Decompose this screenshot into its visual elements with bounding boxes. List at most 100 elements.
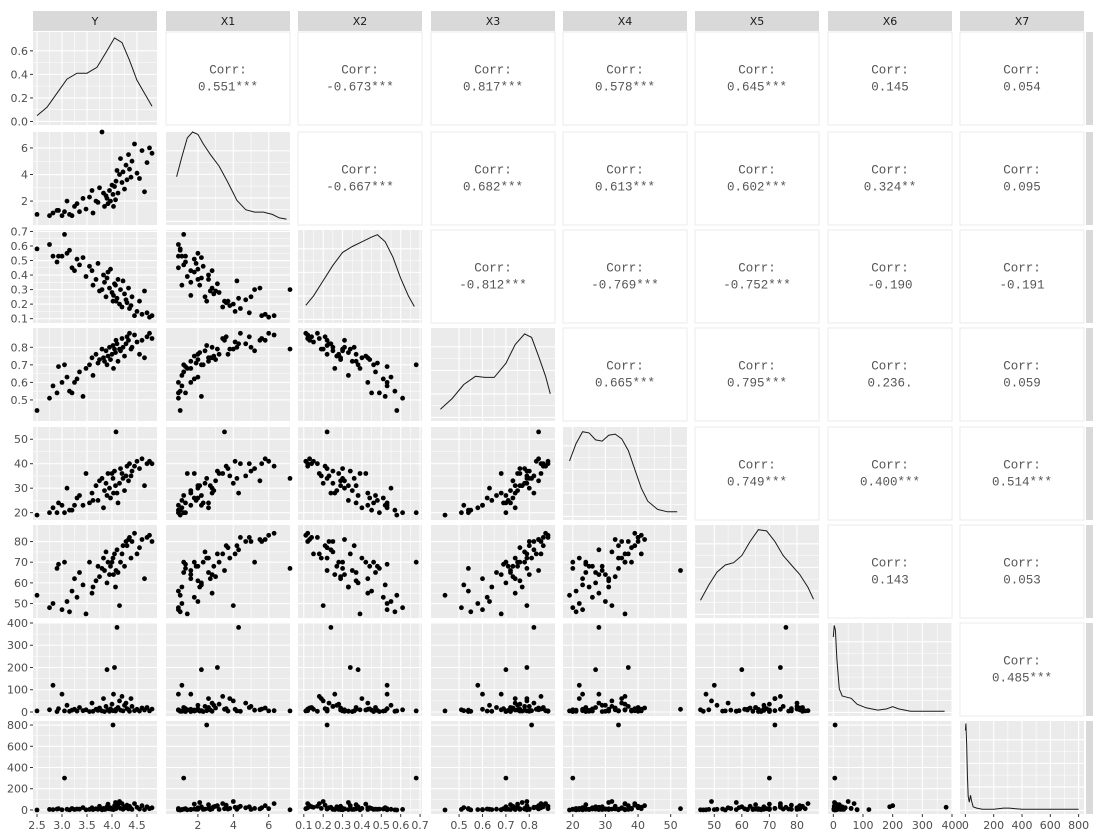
data-point	[227, 696, 233, 701]
data-point	[197, 282, 203, 288]
row-strip	[1086, 623, 1093, 716]
data-point	[570, 775, 576, 781]
data-point	[854, 807, 860, 812]
data-point	[144, 334, 150, 340]
data-point	[195, 266, 201, 272]
panel-background	[828, 623, 952, 716]
data-point	[890, 803, 896, 809]
data-point	[394, 592, 400, 598]
panel-background	[694, 131, 820, 226]
data-point	[590, 563, 595, 569]
data-point	[220, 304, 226, 310]
data-point	[126, 152, 131, 158]
data-point	[698, 707, 703, 713]
data-point	[384, 364, 390, 369]
y-tick-label: 0.6	[11, 240, 29, 253]
data-point	[609, 603, 615, 608]
y-tick-label: 70	[14, 556, 28, 569]
data-point	[50, 383, 56, 389]
data-point	[468, 609, 474, 615]
data-point	[363, 801, 369, 807]
data-point	[359, 355, 365, 361]
data-point	[489, 807, 495, 812]
data-point	[227, 555, 233, 561]
data-point	[287, 476, 293, 481]
data-point	[97, 185, 102, 191]
data-point	[209, 572, 215, 577]
data-point	[112, 468, 117, 474]
data-point	[177, 592, 183, 598]
data-point	[232, 804, 238, 810]
y-tick-label: 0.6	[11, 45, 29, 58]
data-point	[139, 148, 145, 154]
data-point	[318, 555, 324, 561]
panel-X4-X3	[431, 427, 555, 520]
data-point	[334, 702, 340, 708]
data-point	[215, 346, 220, 352]
data-point	[230, 603, 236, 608]
panel-background	[562, 229, 688, 324]
data-point	[498, 490, 504, 496]
panel-X5-X4	[563, 525, 687, 618]
corr-panel-Y-X7: Corr: 0.054	[959, 31, 1085, 126]
y-tick-label: 0.3	[11, 284, 29, 297]
panel-X3-X1	[166, 328, 293, 421]
data-point	[200, 559, 206, 565]
data-point	[538, 706, 544, 712]
data-point	[149, 461, 155, 467]
data-point	[47, 395, 52, 401]
data-point	[576, 696, 582, 701]
data-point	[318, 806, 324, 811]
data-point	[195, 578, 201, 584]
panel-background	[827, 426, 953, 521]
data-point	[330, 807, 336, 812]
x-tick-label: 200	[882, 819, 903, 832]
data-point	[129, 468, 135, 474]
data-point	[503, 775, 509, 781]
data-point	[392, 388, 398, 394]
data-point	[330, 344, 336, 350]
data-point	[206, 500, 211, 506]
data-point	[382, 805, 388, 810]
data-point	[34, 708, 40, 714]
data-point	[123, 700, 129, 706]
data-point	[330, 704, 336, 709]
data-point	[232, 706, 238, 712]
panel-X4-Y	[33, 427, 157, 520]
data-point	[105, 353, 111, 359]
data-point	[248, 468, 254, 474]
corr-panel-Y-X3: Corr: 0.817***	[430, 31, 556, 126]
panel-background	[297, 31, 423, 126]
data-point	[111, 204, 116, 209]
data-point	[526, 539, 532, 544]
data-point	[215, 665, 220, 670]
data-point	[510, 563, 516, 569]
panel-X6-Y	[33, 622, 157, 716]
data-point	[380, 376, 386, 382]
data-point	[413, 559, 419, 565]
data-point	[767, 707, 772, 713]
data-point	[87, 263, 92, 269]
data-point	[522, 704, 527, 709]
data-point	[802, 708, 808, 714]
data-point	[619, 539, 625, 544]
data-point	[570, 566, 576, 571]
data-point	[573, 609, 579, 615]
data-point	[54, 566, 60, 571]
data-point	[519, 483, 525, 489]
data-point	[642, 705, 647, 711]
data-point	[347, 551, 353, 557]
panel-background	[694, 426, 820, 521]
data-point	[181, 510, 187, 516]
data-point	[105, 471, 111, 476]
data-point	[191, 594, 197, 600]
data-point	[34, 408, 40, 413]
data-point	[606, 807, 612, 812]
data-point	[622, 611, 628, 617]
data-point	[778, 694, 783, 699]
data-point	[50, 210, 56, 216]
data-point	[678, 806, 683, 812]
data-point	[176, 502, 181, 508]
data-point	[181, 262, 187, 268]
row-strip	[1086, 721, 1093, 814]
